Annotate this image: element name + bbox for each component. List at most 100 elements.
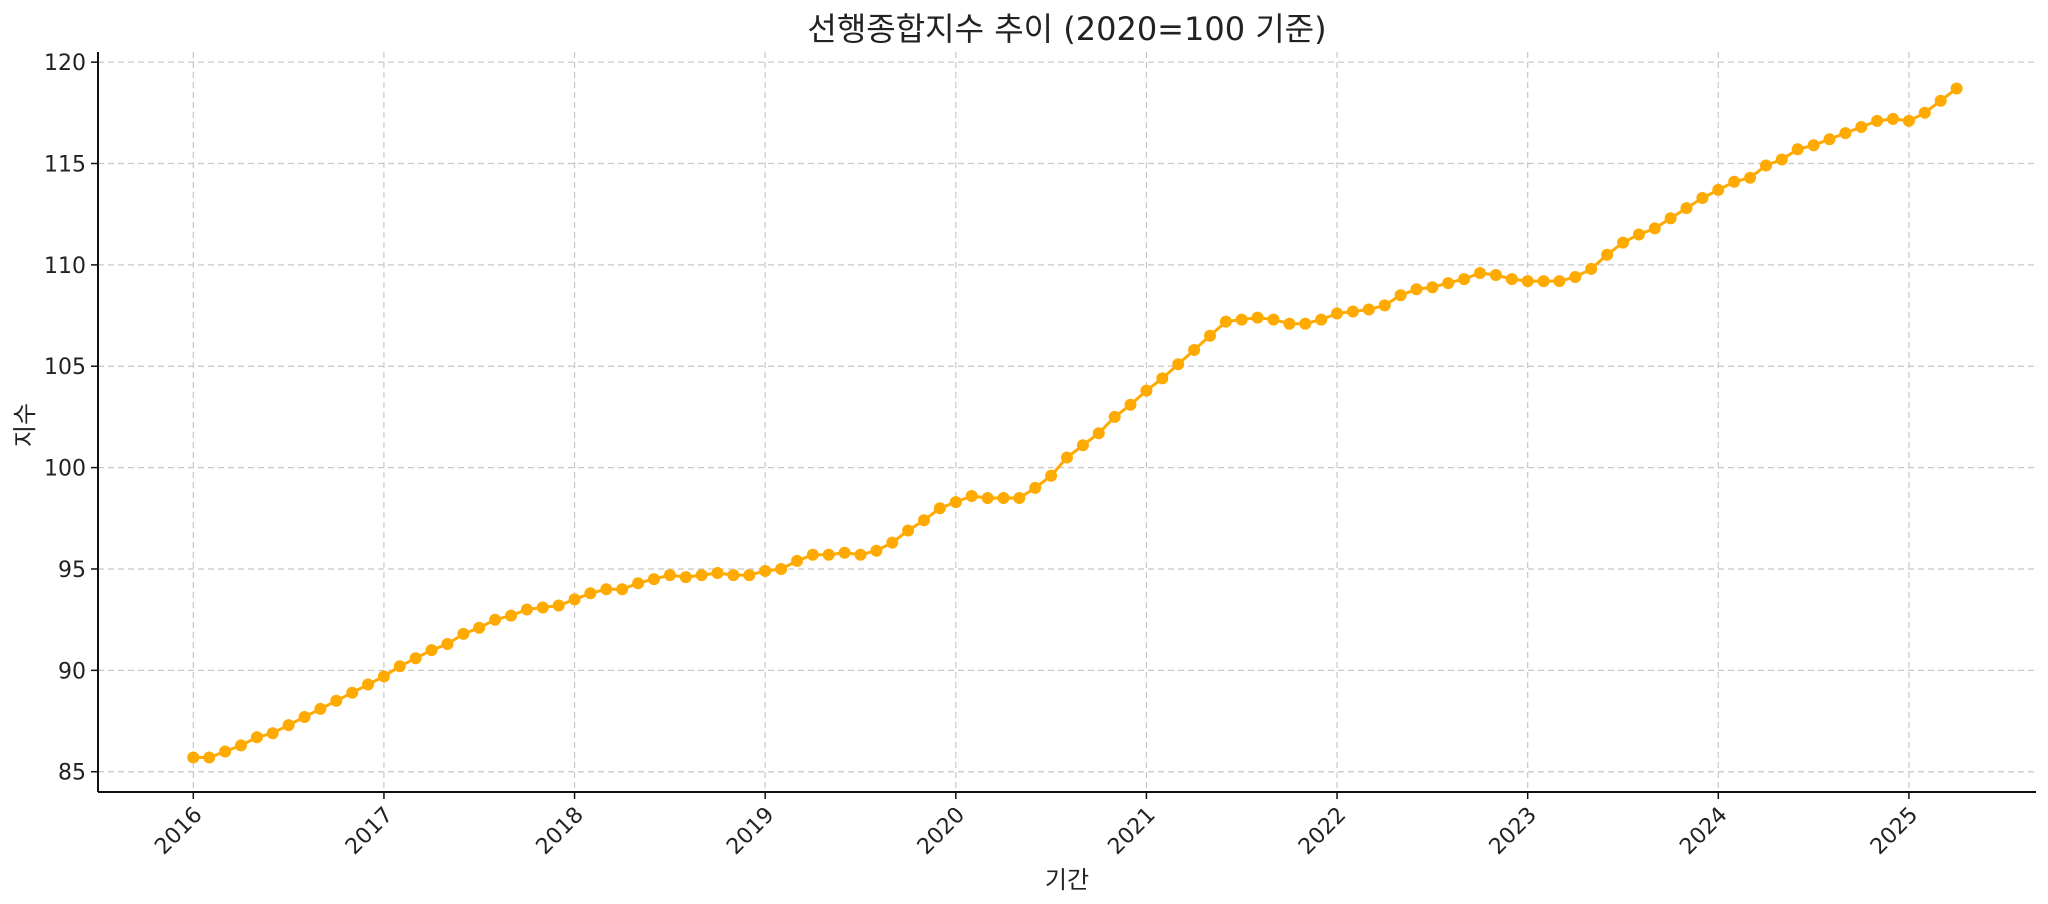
- data-point: [266, 727, 279, 740]
- data-point: [648, 573, 660, 586]
- y-tick-label: 115: [44, 153, 86, 178]
- data-point: [314, 702, 327, 715]
- data-point: [1346, 305, 1359, 318]
- data-point: [1648, 222, 1661, 235]
- data-point: [1299, 317, 1312, 330]
- data-point: [346, 686, 359, 699]
- y-tick-label: 120: [44, 51, 86, 76]
- y-tick-label: 100: [44, 457, 86, 482]
- data-point: [1902, 114, 1915, 127]
- data-point: [584, 587, 597, 600]
- data-point: [441, 638, 454, 650]
- data-point: [1839, 127, 1852, 140]
- data-point: [1632, 228, 1645, 241]
- data-point: [1823, 133, 1836, 146]
- data-point: [791, 554, 803, 567]
- data-point: [1204, 329, 1216, 342]
- x-tick-label: 2019: [722, 803, 779, 860]
- data-point: [663, 569, 676, 582]
- data-point: [1712, 183, 1725, 196]
- series-line: [193, 87, 1958, 759]
- data-point: [1617, 236, 1629, 249]
- data-point: [854, 548, 867, 561]
- data-point: [1267, 313, 1280, 326]
- data-point: [250, 731, 263, 744]
- data-point: [1394, 289, 1407, 302]
- x-tick-label: 2021: [1103, 803, 1160, 860]
- data-point: [1013, 492, 1026, 504]
- data-point: [425, 644, 438, 657]
- data-point: [1871, 114, 1884, 127]
- data-point: [457, 627, 470, 640]
- data-point: [235, 739, 247, 752]
- data-point: [679, 571, 692, 584]
- data-point: [330, 694, 343, 707]
- data-point: [1760, 159, 1772, 172]
- data-point: [1601, 248, 1614, 261]
- data-point: [711, 567, 724, 579]
- data-point: [1362, 303, 1375, 316]
- data-point: [1569, 271, 1582, 283]
- data-point: [536, 601, 549, 614]
- data-point: [1061, 451, 1073, 464]
- x-tick-label: 2020: [913, 803, 970, 860]
- x-tick-label: 2024: [1675, 803, 1732, 860]
- y-tick-label: 110: [44, 254, 86, 279]
- x-axis-ticks: 2016 2017 2018 2019 2020 2021 2022 2023 2024 2025: [150, 792, 1923, 860]
- data-point: [616, 583, 629, 596]
- data-point: [1458, 273, 1471, 286]
- data-point: [1124, 398, 1137, 411]
- x-axis-title: 기간: [1045, 866, 1089, 894]
- data-point: [1664, 212, 1677, 225]
- data-point: [1188, 344, 1201, 356]
- data-point: [298, 711, 311, 723]
- data-point: [568, 593, 581, 606]
- y-tick-label: 85: [58, 761, 86, 786]
- chart-title: 선행종합지수 추이 (2020=100 기준): [807, 10, 1326, 48]
- data-point: [1219, 315, 1232, 328]
- data-point: [473, 621, 486, 634]
- data-point: [695, 569, 708, 582]
- data-point: [886, 536, 899, 549]
- y-tick-label: 105: [44, 355, 86, 380]
- x-tick-label: 2018: [532, 803, 589, 860]
- data-point: [377, 670, 390, 683]
- data-point: [1474, 267, 1486, 279]
- data-point: [1092, 427, 1105, 440]
- data-point: [743, 569, 756, 582]
- data-point: [520, 603, 533, 616]
- data-point: [918, 514, 930, 527]
- data-point: [1235, 313, 1248, 326]
- data-point: [1426, 281, 1439, 294]
- data-point: [1775, 153, 1788, 166]
- data-point: [489, 613, 502, 626]
- data-point: [1553, 275, 1566, 288]
- x-tick-label: 2025: [1866, 803, 1923, 860]
- data-point: [1950, 82, 1963, 95]
- data-point: [1172, 358, 1185, 371]
- x-tick-label: 2016: [150, 803, 207, 860]
- data-point: [981, 492, 994, 504]
- data-point: [219, 745, 232, 758]
- data-point: [505, 609, 517, 622]
- data-point: [806, 548, 819, 561]
- data-point: [1807, 139, 1820, 152]
- x-tick-label: 2022: [1294, 803, 1351, 860]
- data-point: [1108, 410, 1121, 423]
- data-point: [949, 496, 962, 509]
- data-point: [1855, 121, 1868, 133]
- data-point: [822, 548, 835, 561]
- series: [187, 82, 1963, 764]
- data-point: [552, 599, 565, 612]
- data-point: [1331, 307, 1343, 320]
- data-point: [838, 546, 851, 559]
- data-point: [600, 583, 613, 596]
- data-point: [393, 660, 406, 673]
- data-point: [997, 492, 1010, 504]
- data-point: [409, 652, 422, 665]
- data-point: [775, 563, 788, 575]
- data-point: [1442, 277, 1455, 290]
- axes: [97, 52, 2036, 793]
- data-point: [1251, 311, 1264, 324]
